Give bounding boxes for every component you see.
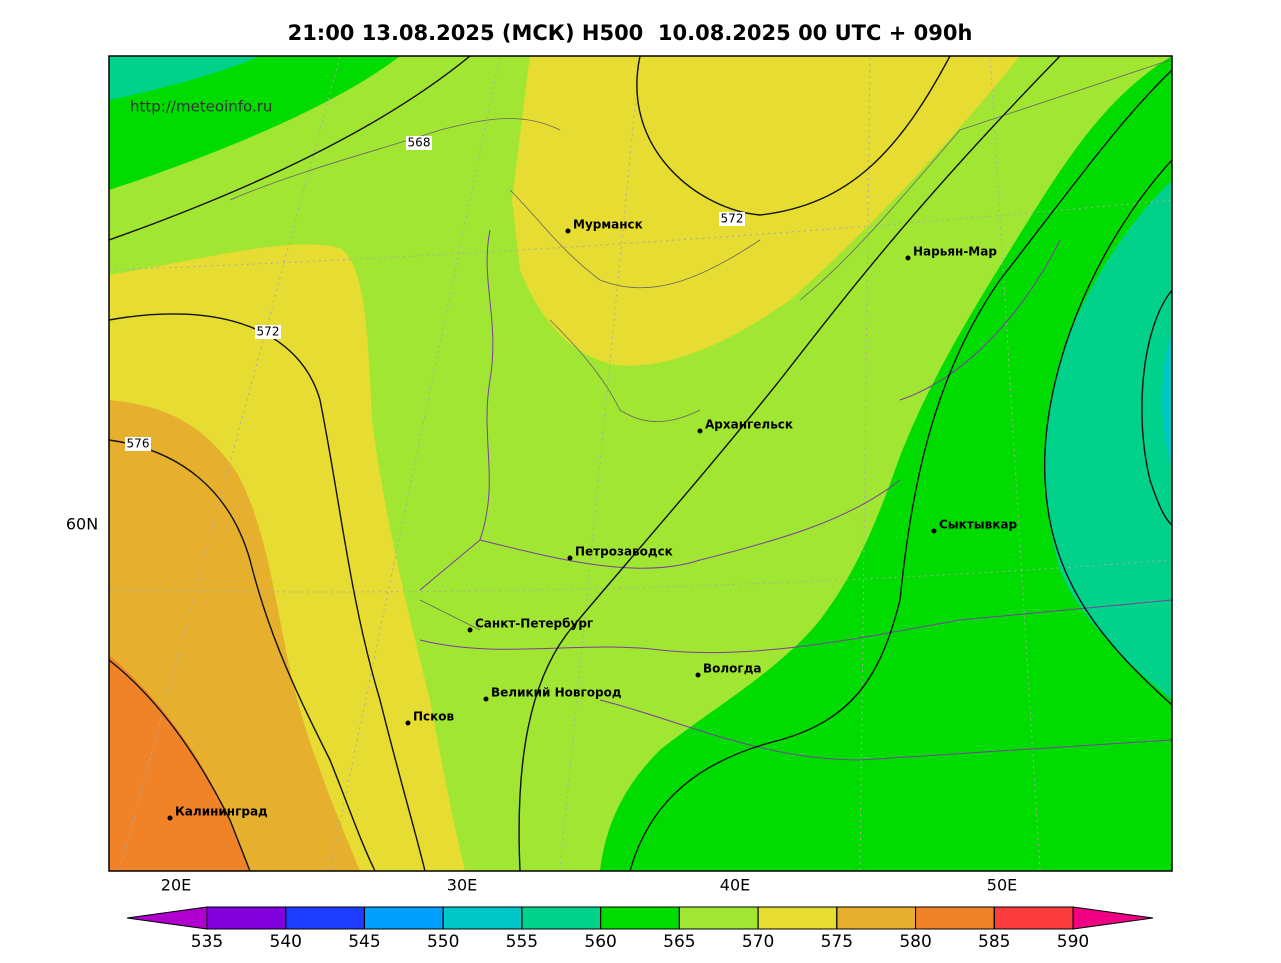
colorbar-segment bbox=[285, 906, 365, 930]
cities: Мурманск Нарьян-Мар Архангельск Сыктывкар Пе… bbox=[167, 218, 1017, 821]
contour bbox=[1043, 159, 1172, 706]
colorbar-tick-label: 585 bbox=[978, 932, 1010, 952]
contour bbox=[109, 659, 251, 871]
city-label: Вологда bbox=[703, 662, 761, 676]
contour-labels: 568 572 572 576 bbox=[125, 136, 745, 451]
field bbox=[109, 56, 260, 100]
contour-label-bg bbox=[719, 212, 745, 226]
city-dot bbox=[905, 255, 911, 261]
lon-label: 40E bbox=[720, 876, 750, 895]
coastline bbox=[229, 59, 1171, 631]
city-label: Великий Новгород bbox=[491, 686, 622, 700]
field bbox=[1162, 330, 1172, 470]
city-label: Санкт-Петербург bbox=[475, 617, 593, 631]
field bbox=[1045, 180, 1172, 700]
contour-label-bg bbox=[255, 325, 281, 339]
field bbox=[109, 655, 250, 871]
colorbar-low bbox=[126, 906, 208, 930]
city-label: Псков bbox=[413, 710, 455, 724]
city-dot bbox=[167, 815, 173, 821]
city-label: Нарьян-Мар bbox=[913, 245, 997, 259]
colorbar-tick-label: 535 bbox=[191, 932, 223, 952]
city-dot bbox=[567, 555, 573, 561]
colorbar-segment bbox=[757, 906, 838, 930]
colorbar-segment bbox=[678, 906, 759, 930]
city-dot bbox=[405, 720, 411, 726]
lon-label: 30E bbox=[447, 876, 477, 895]
colorbar-high bbox=[1072, 906, 1154, 930]
title: 21:00 13.08.2025 (МСК) H500 10.08.2025 0… bbox=[288, 21, 973, 45]
city-label: Калининград bbox=[175, 805, 268, 819]
contour-label: 572 bbox=[721, 212, 744, 226]
contour bbox=[109, 439, 376, 871]
contour-label-bg bbox=[125, 437, 151, 451]
contour-label-bg bbox=[406, 136, 432, 150]
border bbox=[419, 229, 1172, 761]
colorbar-tick-label: 580 bbox=[899, 932, 931, 952]
field bbox=[512, 56, 1020, 366]
colorbar-tick-label: 570 bbox=[742, 932, 774, 952]
colorbar-segment bbox=[993, 906, 1074, 930]
colorbar-tick-label: 575 bbox=[821, 932, 853, 952]
colorbar-segment bbox=[836, 906, 917, 930]
colorbar-tick-label: 545 bbox=[348, 932, 380, 952]
city-dot bbox=[697, 428, 703, 434]
contour bbox=[636, 56, 951, 216]
colorbar-segment bbox=[363, 906, 444, 930]
graticule bbox=[109, 56, 1172, 871]
contour bbox=[1141, 289, 1172, 526]
city-dot bbox=[467, 627, 473, 633]
watermark: http://meteoinfo.ru bbox=[130, 98, 272, 116]
contour bbox=[109, 56, 471, 241]
contour bbox=[518, 56, 1061, 871]
contour bbox=[109, 313, 426, 871]
city-label: Петрозаводск bbox=[575, 545, 673, 559]
colorbar-tick-label: 550 bbox=[427, 932, 459, 952]
lon-label: 50E bbox=[987, 876, 1017, 895]
colorbar: 535 540 545 550 555 560 565 570 575 580 585 590 bbox=[126, 906, 1154, 952]
colorbar-segment bbox=[600, 906, 680, 930]
colorbar-tick-label: 555 bbox=[506, 932, 538, 952]
map-area bbox=[109, 56, 1172, 871]
lon-label: 20E bbox=[161, 876, 191, 895]
colorbar-tick-label: 540 bbox=[270, 932, 302, 952]
contour-label: 568 bbox=[408, 136, 431, 150]
city-dot bbox=[695, 672, 701, 678]
lat-label: 60N bbox=[66, 515, 98, 534]
contour bbox=[629, 69, 1172, 871]
city-label: Мурманск bbox=[573, 218, 643, 232]
frame bbox=[108, 55, 1173, 872]
contour-label: 572 bbox=[257, 325, 280, 339]
colorbar-tick-label: 590 bbox=[1057, 932, 1089, 952]
city-label: Архангельск bbox=[705, 418, 793, 432]
city-dot bbox=[483, 696, 489, 702]
city-dot bbox=[565, 228, 571, 234]
city-dot bbox=[931, 528, 937, 534]
colorbar-segment bbox=[206, 906, 287, 930]
colorbar-segment bbox=[442, 906, 523, 930]
city-label: Сыктывкар bbox=[939, 518, 1017, 532]
colorbar-segment bbox=[521, 906, 602, 930]
field bbox=[109, 56, 400, 190]
colorbar-tick-label: 565 bbox=[663, 932, 695, 952]
colorbar-tick-label: 560 bbox=[584, 932, 616, 952]
colorbar-segment bbox=[915, 906, 995, 930]
contour-label: 576 bbox=[127, 437, 150, 451]
field bbox=[600, 56, 1172, 871]
